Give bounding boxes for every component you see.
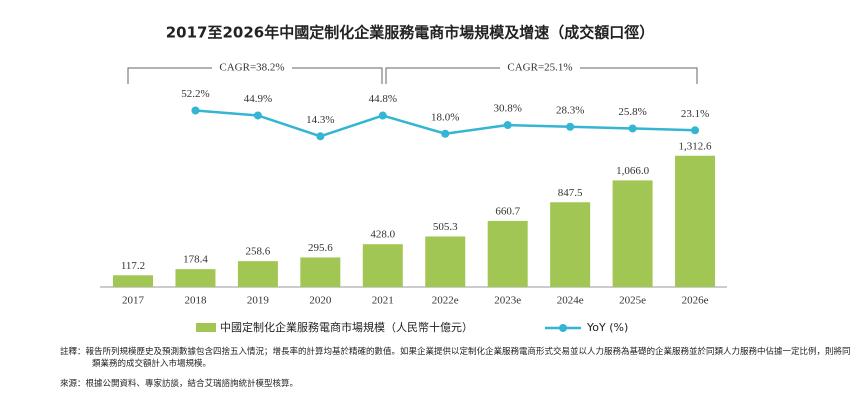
bar <box>237 261 278 287</box>
bar <box>300 257 341 287</box>
legend-label: 中國定制化企業服務電商市場規模（人民幣十億元） <box>220 320 473 334</box>
bar-value-label: 178.4 <box>183 254 208 266</box>
yoy-point <box>441 129 450 138</box>
yoy-point <box>628 124 637 133</box>
yoy-point <box>253 111 262 120</box>
x-tick-label: 2018 <box>184 295 207 307</box>
footnote: 來源：根據公開資料、專家訪談，結合艾瑞諮詢統計模型核算。 <box>60 379 299 389</box>
x-tick-label: 2020 <box>309 295 332 307</box>
bar-value-label: 1,066.0 <box>616 165 650 177</box>
bar <box>612 180 653 287</box>
yoy-point <box>378 111 387 120</box>
x-tick-label: 2026e <box>682 295 709 307</box>
yoy-point <box>316 132 325 141</box>
bar-value-label: 258.6 <box>246 246 271 258</box>
bar <box>113 275 153 287</box>
yoy-label: 44.9% <box>244 93 272 105</box>
yoy-point <box>191 106 200 115</box>
bar <box>487 220 528 287</box>
x-tick-label: 2023e <box>494 295 521 307</box>
yoy-label: 25.8% <box>618 106 646 118</box>
x-tick-label: 2024e <box>557 295 584 307</box>
legend-swatch <box>196 323 216 332</box>
yoy-label: 23.1% <box>681 108 709 120</box>
cagr-label: CAGR=38.2% <box>219 62 284 74</box>
bar-value-label: 847.5 <box>558 187 583 199</box>
legend-label: YoY (%) <box>586 321 628 334</box>
bar <box>175 269 216 287</box>
cagr-label: CAGR=25.1% <box>507 62 572 74</box>
chart: 2017至2026年中國定制化企業服務電商市場規模及增速（成交額口徑） CAGR… <box>100 24 727 334</box>
bar <box>425 236 466 287</box>
yoy-label: 28.3% <box>556 104 584 116</box>
x-tick-label: 2017 <box>122 295 145 307</box>
yoy-label: 18.0% <box>431 111 459 123</box>
yoy-label: 30.8% <box>493 103 521 115</box>
label-bg <box>500 60 580 76</box>
bar-value-label: 1,312.6 <box>679 140 713 152</box>
label-bg <box>212 60 292 76</box>
yoy-point <box>503 121 512 130</box>
bar <box>550 202 591 287</box>
x-tick-label: 2025e <box>619 295 646 307</box>
yoy-point <box>691 126 700 135</box>
yoy-label: 14.3% <box>306 114 334 126</box>
bar-value-label: 505.3 <box>433 221 458 233</box>
bar-value-label: 295.6 <box>308 242 333 254</box>
chart-title: 2017至2026年中國定制化企業服務電商市場規模及增速（成交額口徑） <box>166 24 655 42</box>
x-tick-label: 2021 <box>372 295 394 307</box>
bar-value-label: 428.0 <box>370 229 395 241</box>
bar-value-label: 117.2 <box>121 260 145 272</box>
bar-value-label: 660.7 <box>495 205 520 217</box>
yoy-label: 44.8% <box>369 93 397 105</box>
x-tick-label: 2022e <box>432 295 459 307</box>
x-tick-label: 2019 <box>247 295 270 307</box>
bar <box>675 155 716 287</box>
yoy-label: 52.2% <box>181 88 209 100</box>
bar <box>362 244 403 287</box>
legend-swatch <box>559 324 567 332</box>
footnote: 註釋：報告所列規模歷史及預測數據包含四捨五入情況；增長率的計算均基於精確的數值。… <box>60 347 851 369</box>
yoy-point <box>566 122 575 131</box>
